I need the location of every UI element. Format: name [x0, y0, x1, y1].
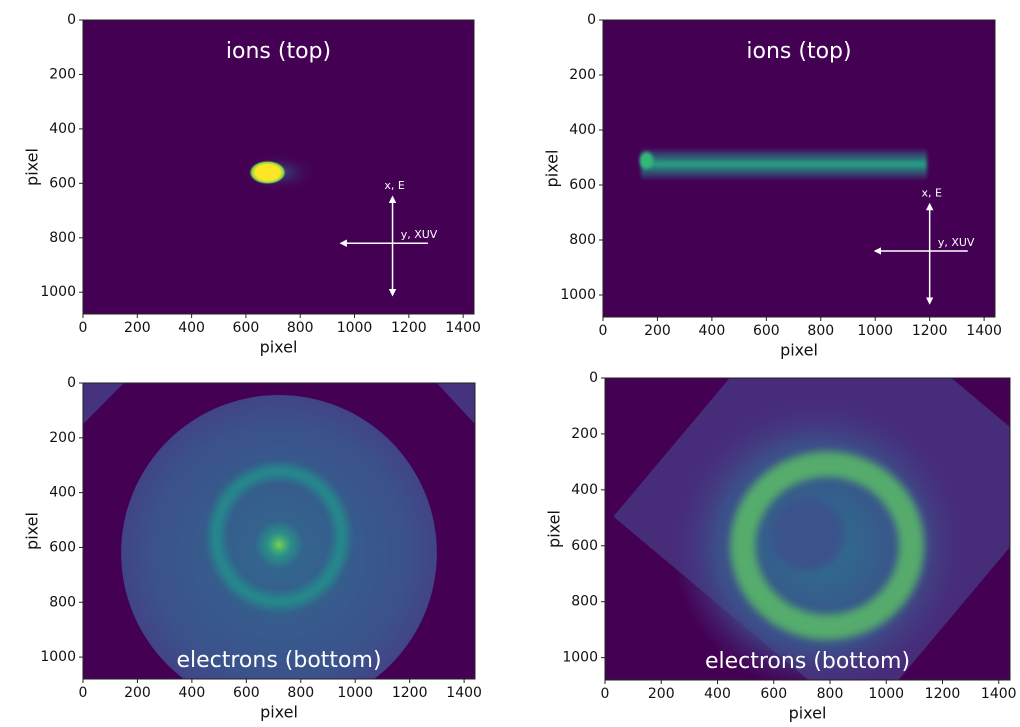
x-tick-label: 400 [699, 323, 726, 339]
panel-title: electrons (bottom) [176, 648, 381, 673]
y-axis-label: pixel [543, 150, 562, 188]
x-tick-label: 400 [704, 686, 731, 702]
y-tick-label: 400 [49, 121, 76, 137]
x-axis-label: pixel [260, 338, 298, 357]
arrow-label: y, XUV [938, 236, 975, 249]
y-tick-label: 600 [49, 175, 76, 191]
image-panel [603, 20, 995, 317]
y-tick-label: 800 [571, 594, 598, 610]
x-tick-label: 1000 [337, 685, 373, 701]
x-tick-label: 400 [179, 685, 206, 701]
x-tick-label: 0 [599, 323, 608, 339]
panel-title: ions (top) [746, 39, 851, 64]
y-tick-label: 600 [49, 539, 76, 555]
x-tick-label: 200 [124, 320, 151, 336]
x-tick-label: 600 [760, 686, 787, 702]
x-tick-label: 1000 [868, 686, 904, 702]
x-axis-label: pixel [260, 703, 298, 722]
x-tick-label: 200 [124, 685, 151, 701]
y-tick-label: 0 [67, 12, 76, 28]
y-tick-label: 800 [49, 594, 76, 610]
y-tick-label: 200 [571, 426, 598, 442]
y-tick-label: 1000 [560, 287, 596, 303]
x-tick-label: 200 [644, 323, 671, 339]
x-tick-label: 600 [233, 685, 260, 701]
x-tick-label: 0 [79, 320, 88, 336]
panel-title: electrons (bottom) [705, 649, 910, 674]
x-tick-label: 1400 [446, 685, 482, 701]
y-tick-label: 800 [569, 232, 596, 248]
y-axis-label: pixel [545, 510, 564, 548]
arrow-label: x, E [384, 179, 405, 192]
x-tick-label: 1000 [857, 323, 893, 339]
y-tick-label: 1000 [40, 284, 76, 300]
y-tick-label: 400 [49, 485, 76, 501]
x-tick-label: 800 [287, 320, 314, 336]
y-tick-label: 400 [569, 122, 596, 138]
x-tick-label: 1400 [445, 320, 481, 336]
band-spot [640, 152, 654, 168]
y-tick-label: 0 [67, 375, 76, 391]
x-tick-label: 1200 [391, 320, 427, 336]
panel-title: ions (top) [226, 39, 331, 64]
x-tick-label: 0 [79, 685, 88, 701]
center-spot [255, 520, 304, 569]
x-tick-label: 1400 [981, 686, 1017, 702]
bright-spot [249, 160, 287, 184]
x-tick-label: 800 [817, 686, 844, 702]
y-tick-label: 600 [569, 177, 596, 193]
x-tick-label: 0 [601, 686, 610, 702]
y-axis-label: pixel [23, 148, 42, 186]
y-tick-label: 0 [589, 370, 598, 386]
y-tick-label: 200 [49, 66, 76, 82]
ion-band [641, 149, 927, 179]
y-tick-label: 1000 [562, 650, 598, 666]
x-tick-label: 600 [753, 323, 780, 339]
x-tick-label: 600 [233, 320, 260, 336]
y-tick-label: 600 [571, 538, 598, 554]
x-tick-label: 400 [178, 320, 205, 336]
y-axis-label: pixel [23, 512, 42, 550]
x-tick-label: 200 [648, 686, 675, 702]
y-tick-label: 200 [49, 430, 76, 446]
inner-hole [771, 498, 844, 571]
x-tick-label: 1200 [912, 323, 948, 339]
figure: ions (top) x, E y, XUV 0 200 400 600 800 1000 120… [0, 0, 1020, 727]
x-tick-label: 1200 [392, 685, 428, 701]
y-tick-label: 800 [49, 230, 76, 246]
x-axis-label: pixel [789, 704, 827, 723]
arrow-label: x, E [922, 186, 943, 199]
x-axis-label: pixel [780, 341, 818, 360]
y-tick-label: 200 [569, 67, 596, 83]
arrow-label: y, XUV [401, 228, 438, 241]
x-tick-label: 800 [807, 323, 834, 339]
y-tick-label: 400 [571, 482, 598, 498]
image-panel [83, 20, 474, 314]
x-tick-label: 800 [287, 685, 314, 701]
x-tick-label: 1400 [966, 323, 1002, 339]
x-tick-label: 1000 [337, 320, 373, 336]
y-tick-label: 0 [587, 12, 596, 28]
y-tick-label: 1000 [40, 649, 76, 665]
x-tick-label: 1200 [925, 686, 961, 702]
